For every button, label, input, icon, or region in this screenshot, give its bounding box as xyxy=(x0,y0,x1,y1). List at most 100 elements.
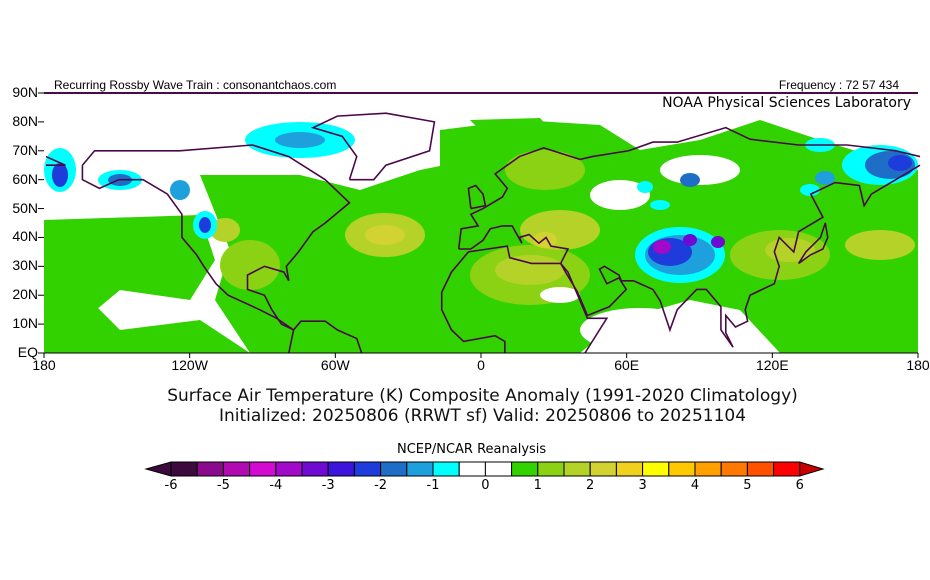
coastline-alaska-east-siberia xyxy=(45,155,66,167)
lon-label: 120E xyxy=(755,357,789,373)
colorbar-swatch xyxy=(275,461,303,477)
map-title-line2: Initialized: 20250806 (RRWT sf) Valid: 2… xyxy=(218,406,747,426)
anomaly-region xyxy=(52,163,68,187)
colorbar-swatch xyxy=(432,461,460,477)
colorbar-tick-label: 1 xyxy=(533,478,542,493)
colorbar-tick-label: 0 xyxy=(481,478,490,493)
colorbar-swatch xyxy=(563,461,591,477)
colorbar-tick-label: -4 xyxy=(269,478,283,493)
colorbar-swatch xyxy=(301,461,329,477)
anomaly-region xyxy=(711,236,725,248)
colorbar-tick-label: 3 xyxy=(638,478,647,493)
anomaly-region xyxy=(660,155,740,185)
coastline-greenland xyxy=(310,112,436,181)
map-title-line1: Surface Air Temperature (K) Composite An… xyxy=(167,386,798,406)
colorbar-swatch xyxy=(484,461,513,477)
anomaly-region xyxy=(540,287,580,303)
coastline-east-asia xyxy=(458,164,921,348)
lon-label: 180 xyxy=(906,357,930,373)
anomaly-region xyxy=(845,230,915,260)
colorbar-swatch xyxy=(170,461,198,477)
frequency-label: Frequency : 72 57 434 xyxy=(778,78,899,92)
anomaly-region xyxy=(199,217,211,233)
colorbar-tick-label: -5 xyxy=(216,478,230,493)
anomaly-region xyxy=(275,132,325,148)
anomaly-region xyxy=(200,160,470,353)
colorbar-swatch xyxy=(511,461,539,477)
colorbar-tick-label: -3 xyxy=(321,478,335,493)
anomaly-region xyxy=(365,225,405,245)
colorbar-swatch xyxy=(694,461,722,477)
lat-label: 70N xyxy=(12,141,38,158)
lon-label: 120W xyxy=(171,357,208,373)
lat-label: 50N xyxy=(12,199,38,216)
colorbar-swatch xyxy=(720,461,748,477)
colorbar-tick-label: 6 xyxy=(795,478,804,493)
lab-name: NOAA Physical Sciences Laboratory xyxy=(660,95,913,111)
anomaly-region xyxy=(888,155,912,171)
coastline-uk xyxy=(467,184,487,210)
lat-label: 40N xyxy=(12,228,38,245)
anomaly-region xyxy=(637,181,653,193)
colorbar-high-arrow xyxy=(799,461,825,477)
anomaly-region xyxy=(680,173,700,187)
colorbar-tick-label: -1 xyxy=(426,478,440,493)
colorbar-low-arrow xyxy=(144,461,172,477)
colorbar-title: NCEP/NCAR Reanalysis xyxy=(397,442,547,457)
source-credit: Recurring Rossby Wave Train : consonantc… xyxy=(54,78,337,92)
colorbar-tick-label: -6 xyxy=(164,478,178,493)
colorbar-swatch xyxy=(196,461,224,477)
colorbar-swatch xyxy=(327,461,355,477)
anomaly-region xyxy=(590,180,650,210)
coastline-layer xyxy=(45,112,921,354)
anomaly-region xyxy=(44,300,250,353)
colorbar-swatch xyxy=(773,461,801,477)
colorbar-swatch xyxy=(222,461,251,477)
anomaly-region xyxy=(210,218,240,242)
colorbar-tick-label: 4 xyxy=(690,478,700,493)
colorbar-swatch xyxy=(249,461,277,477)
colorbar-tick-label: 2 xyxy=(586,478,595,493)
anomaly-region xyxy=(505,150,585,190)
colorbar-tick-label: 5 xyxy=(743,478,752,493)
coastline-north-america xyxy=(81,144,351,331)
colorbar-swatch xyxy=(668,461,696,477)
anomaly-region xyxy=(580,308,700,352)
lat-label: 90N xyxy=(12,84,38,100)
anomaly-region xyxy=(815,171,835,185)
anomaly-region xyxy=(470,118,560,150)
anomaly-region xyxy=(650,200,670,210)
lon-label: 60E xyxy=(614,357,640,373)
colorbar-swatch xyxy=(537,461,565,477)
lat-label: 20N xyxy=(12,286,38,303)
lon-label: 180 xyxy=(32,357,56,373)
anomaly-region xyxy=(495,255,565,285)
lon-label: 60W xyxy=(320,357,350,373)
anomaly-region xyxy=(520,210,600,250)
lat-label: 80N xyxy=(12,112,38,129)
coastline-eurasia xyxy=(457,126,921,250)
anomaly-region xyxy=(653,240,671,254)
anomaly-region xyxy=(533,232,557,248)
coastline-japan xyxy=(797,222,829,265)
lat-label: 10N xyxy=(12,315,38,332)
colorbar-swatch xyxy=(380,461,408,477)
lat-label: 30N xyxy=(12,257,38,274)
lat-label: EQ xyxy=(17,344,38,360)
anomaly-region xyxy=(800,184,820,196)
colorbar xyxy=(144,461,825,477)
lon-label: 0 xyxy=(477,357,485,373)
colorbar-tick-label: -2 xyxy=(374,478,388,493)
anomaly-region xyxy=(220,240,280,290)
anomaly-fill-layer xyxy=(44,118,918,353)
lat-label: 60N xyxy=(12,170,38,187)
colorbar-swatch xyxy=(746,461,775,477)
colorbar-swatch xyxy=(615,461,644,477)
colorbar-swatch xyxy=(589,461,617,477)
colorbar-swatch xyxy=(458,461,486,477)
coastline-south-america xyxy=(287,320,363,354)
colorbar-swatch xyxy=(642,461,670,477)
anomaly-region xyxy=(170,180,190,200)
colorbar-swatch xyxy=(353,461,382,477)
